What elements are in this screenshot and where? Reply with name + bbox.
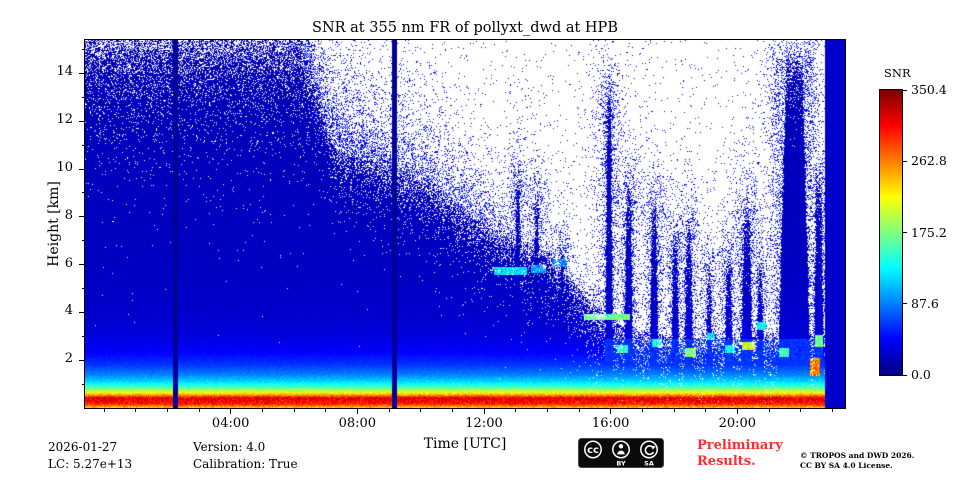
x-minor-tick [420,409,422,412]
y-tick-label: 14 [56,64,73,80]
copyright-line1: © TROPOS and DWD 2026. [800,451,915,460]
x-major-tick [610,409,612,414]
y-minor-tick [82,192,85,194]
colorbar-tick-label: 262.8 [911,153,947,169]
x-minor-tick [831,409,833,412]
y-minor-tick [82,49,85,51]
y-minor-tick [82,288,85,290]
x-axis-ticks: 04:00 08:00 12:00 16:00 20:00 [85,408,845,442]
x-tick-label: 08:00 [338,416,377,431]
y-major-tick [79,120,85,122]
x-minor-tick [578,409,580,412]
preliminary-line1: Preliminary [697,438,783,453]
y-major-tick [79,359,85,361]
colorbar-tick [903,303,907,305]
x-minor-tick [705,409,707,412]
colorbar-canvas [880,90,902,375]
share-alike-arrow-icon [644,445,655,456]
y-minor-tick [82,96,85,98]
colorbar-tick [903,374,907,376]
x-minor-tick [293,409,295,412]
colorbar-frame [879,89,903,376]
x-minor-tick [135,409,137,412]
y-axis-ticks: 2 4 6 8 10 12 14 [0,40,85,408]
x-minor-tick [515,409,517,412]
x-major-tick [483,409,485,414]
y-minor-tick [82,383,85,385]
x-minor-tick [103,409,105,412]
colorbar-tick [903,160,907,162]
share-alike-arrowhead-icon [651,445,656,450]
colorbar-ticks: 0.0 87.6 175.2 262.8 350.4 [903,82,960,382]
colorbar-tick-label: 350.4 [911,82,947,97]
y-major-tick [79,72,85,74]
y-tick-label: 4 [64,303,73,319]
x-minor-tick [388,409,390,412]
x-tick-label: 16:00 [591,416,630,431]
x-axis-label: Time [UTC] [423,436,507,452]
copyright-line2: CC BY SA 4.0 License. [800,460,893,470]
x-minor-tick [546,409,548,412]
copyright-note: © TROPOS and DWD 2026. CC BY SA 4.0 Lice… [800,451,950,470]
x-major-tick [736,409,738,414]
person-body-icon [617,450,625,455]
x-minor-tick [451,409,453,412]
snr-heatmap-canvas [85,40,845,408]
colorbar-tick-label: 87.6 [911,295,939,311]
version-label: Version: 4.0 [193,440,266,454]
y-tick-label: 12 [56,112,73,128]
x-minor-tick [261,409,263,412]
by-circle-icon [612,440,630,459]
cc-circle-icon [584,440,602,459]
y-minor-tick [82,144,85,146]
x-minor-tick [641,409,643,412]
colorbar-tick [903,232,907,233]
y-major-tick [79,264,85,266]
colorbar-tick-label: 175.2 [911,224,947,240]
x-minor-tick [768,409,770,412]
plot-title: SNR at 355 nm FR of pollyxt_dwd at HPB [312,20,618,36]
y-tick-label: 8 [64,207,73,223]
x-minor-tick [198,409,200,412]
colorbar-tick-label: 0.0 [911,367,931,382]
date-label: 2026-01-27 [48,440,118,454]
y-major-tick [79,311,85,313]
person-icon [618,444,624,449]
preliminary-results-note: Preliminary Results. [697,438,783,470]
y-tick-label: 2 [64,351,73,367]
y-major-tick [79,168,85,170]
x-minor-tick [800,409,802,412]
x-minor-tick [325,409,327,412]
y-major-tick [79,216,85,218]
cc-logo-text: cc [587,445,599,456]
calibration-label: Calibration: True [193,457,298,471]
sa-circle-icon [640,440,658,459]
x-minor-tick [673,409,675,412]
lidar-constant-label: LC: 5.27e+13 [48,457,133,471]
x-tick-label: 04:00 [211,416,250,431]
x-tick-label: 20:00 [718,416,757,431]
by-label: BY [616,460,626,468]
colorbar-label: SNR [884,66,911,80]
x-major-tick [230,409,232,414]
x-major-tick [356,409,358,414]
plot-frame [84,39,846,409]
colorbar-tick [903,89,907,91]
x-tick-label: 12:00 [465,416,503,431]
y-minor-tick [82,335,85,337]
x-minor-tick [166,409,168,412]
preliminary-line2: Results. [697,454,756,469]
sa-label: SA [644,460,654,468]
cc-by-sa-badge: cc BY SA [578,438,664,468]
y-tick-label: 6 [64,255,73,271]
y-tick-label: 10 [56,160,73,176]
y-minor-tick [82,240,85,242]
